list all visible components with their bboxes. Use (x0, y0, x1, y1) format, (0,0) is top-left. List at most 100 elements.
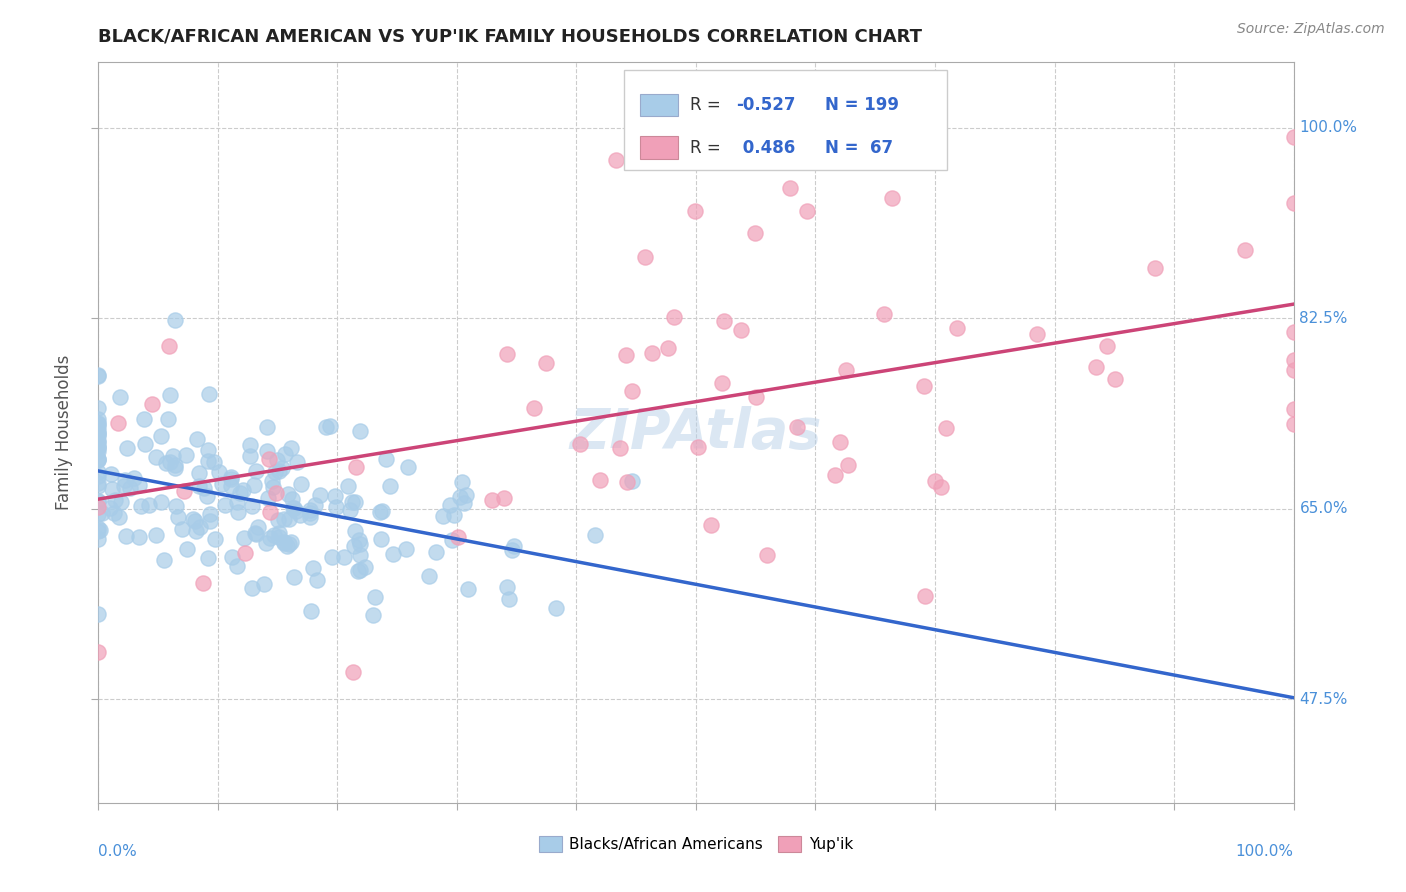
Point (609, 441, 631, 455)
Point (263, 527, 285, 541)
Point (259, 505, 281, 519)
Text: 100.0%: 100.0% (1299, 120, 1358, 136)
Point (880, 190, 903, 204)
Point (276, 540, 298, 554)
Point (253, 576, 276, 591)
Point (138, 498, 160, 512)
Point (278, 537, 301, 551)
Point (87, 476, 110, 491)
FancyBboxPatch shape (640, 136, 678, 159)
Point (308, 488, 330, 502)
Point (443, 508, 465, 522)
Point (87, 479, 110, 493)
Text: 47.5%: 47.5% (1299, 692, 1348, 706)
Point (165, 312, 187, 326)
Point (321, 549, 343, 564)
Point (824, 467, 846, 482)
Point (730, 323, 752, 337)
Point (87, 494, 110, 508)
Point (260, 474, 283, 488)
Point (267, 530, 290, 544)
Point (333, 549, 356, 564)
Point (288, 508, 311, 523)
Point (605, 153, 627, 167)
Point (914, 589, 936, 603)
Point (269, 464, 291, 478)
Point (108, 510, 131, 524)
Point (87, 644, 110, 658)
Point (226, 505, 249, 519)
Point (211, 476, 233, 491)
Point (87, 425, 110, 440)
Point (830, 434, 852, 449)
Point (621, 384, 644, 399)
Point (87, 434, 110, 449)
Point (501, 543, 523, 558)
Point (339, 502, 361, 516)
Point (145, 450, 167, 464)
Point (100, 467, 122, 481)
Point (225, 559, 247, 574)
Point (87, 369, 110, 384)
Point (439, 498, 461, 512)
Point (835, 362, 858, 376)
Point (544, 601, 567, 615)
Point (344, 524, 367, 538)
Point (267, 513, 290, 527)
Point (498, 592, 520, 607)
Point (87, 444, 110, 458)
Point (155, 456, 177, 470)
Point (1095, 338, 1118, 352)
Point (569, 437, 592, 451)
Point (786, 419, 808, 434)
Point (159, 388, 181, 402)
Point (232, 531, 254, 545)
Text: 82.5%: 82.5% (1299, 310, 1348, 326)
Point (87, 417, 110, 432)
Point (87, 417, 110, 431)
Text: Source: ZipAtlas.com: Source: ZipAtlas.com (1237, 22, 1385, 37)
Point (156, 411, 179, 425)
Point (318, 419, 340, 434)
Point (536, 356, 558, 370)
Point (163, 460, 186, 475)
Point (616, 475, 638, 489)
Point (232, 483, 254, 497)
Point (1282, 417, 1305, 432)
Point (87, 368, 110, 382)
Point (496, 580, 519, 594)
Point (323, 489, 346, 503)
Text: N =  67: N = 67 (825, 138, 893, 157)
Point (451, 475, 474, 489)
Point (186, 432, 208, 446)
Point (302, 561, 325, 575)
Point (87, 434, 110, 448)
Point (195, 489, 218, 503)
Point (214, 498, 236, 512)
Point (305, 574, 328, 588)
FancyBboxPatch shape (624, 70, 948, 169)
Point (935, 421, 957, 435)
Point (396, 460, 419, 475)
Point (87, 424, 110, 438)
Point (344, 460, 367, 475)
Point (1282, 363, 1305, 377)
Point (325, 500, 347, 515)
Point (1026, 326, 1049, 341)
Point (274, 447, 297, 461)
Point (229, 486, 252, 500)
Text: BLACK/AFRICAN AMERICAN VS YUP'IK FAMILY HOUSEHOLDS CORRELATION CHART: BLACK/AFRICAN AMERICAN VS YUP'IK FAMILY … (98, 28, 922, 45)
Point (315, 419, 337, 434)
Point (298, 502, 321, 516)
Point (162, 449, 184, 463)
Point (112, 478, 135, 492)
Point (266, 452, 288, 467)
Point (688, 440, 710, 454)
Point (243, 525, 266, 540)
Point (245, 526, 267, 541)
Point (225, 494, 247, 508)
Point (912, 378, 935, 392)
Point (349, 563, 371, 577)
Point (634, 250, 657, 264)
Point (141, 397, 163, 411)
